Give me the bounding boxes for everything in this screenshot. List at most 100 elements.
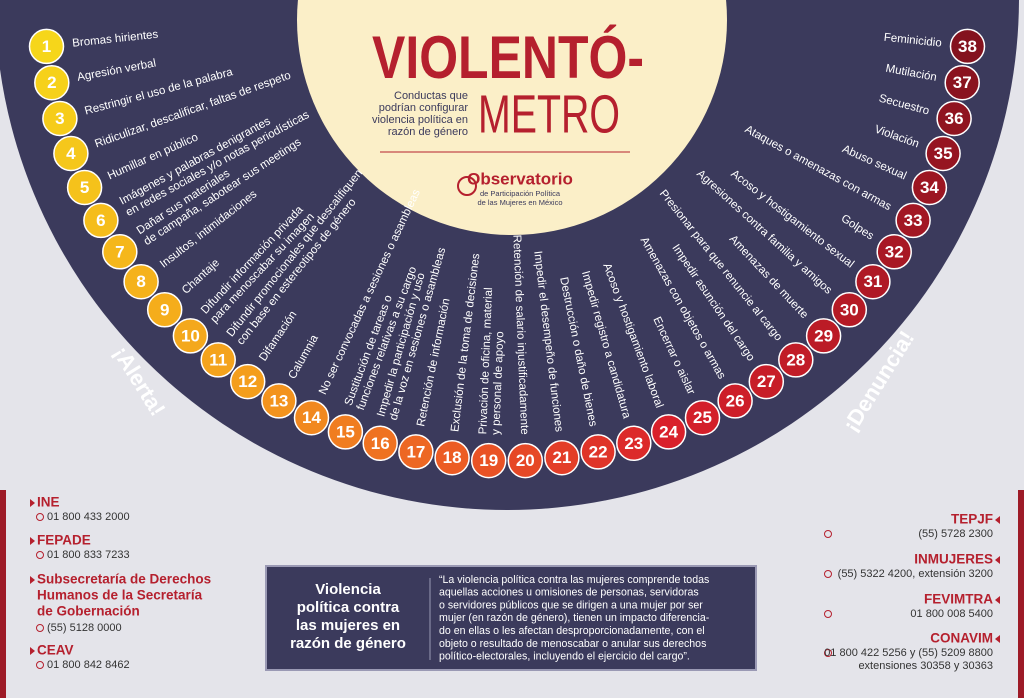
item-number: 9: [160, 300, 169, 319]
item-number: 22: [589, 442, 608, 461]
item-number: 13: [269, 391, 288, 410]
contact-phone: (55) 5322 4200, extensión 3200: [838, 568, 993, 580]
item-circle: [261, 383, 297, 419]
bullet: [995, 635, 1000, 643]
phone-icon: [824, 649, 832, 657]
item-circle: [123, 263, 159, 300]
item-circle: [362, 425, 398, 462]
item-number: 21: [552, 448, 571, 467]
definition-text: objeto o resultado de menoscabar o anula…: [439, 638, 706, 650]
item-circle: [616, 425, 652, 462]
item-number: 23: [624, 434, 643, 453]
item-number: 25: [693, 408, 712, 427]
item-label: Privación de oficina, material: [477, 287, 495, 434]
phone-icon: [824, 610, 832, 618]
item-circle: [293, 399, 330, 436]
item-circle: [172, 318, 209, 354]
item-circle: [66, 169, 103, 206]
item-circle: [855, 263, 891, 300]
item-circle: [949, 28, 986, 65]
item-number: 5: [80, 178, 89, 197]
item-number: 34: [920, 178, 939, 197]
item-circle: [53, 135, 89, 172]
definition-title: las mujeres en: [296, 617, 400, 634]
item-number: 16: [371, 434, 390, 453]
item-number: 37: [953, 73, 972, 92]
contact-phone: (55) 5728 2300: [918, 528, 993, 540]
item-number: 7: [115, 242, 124, 261]
item-number: 8: [136, 272, 145, 291]
item-number: 29: [814, 326, 833, 345]
subtitle: podrían configurar: [379, 102, 469, 114]
item-number: 26: [726, 391, 745, 410]
definition-text: político-electorales, incluyendo el ejer…: [439, 651, 690, 663]
item-number: 20: [516, 451, 535, 470]
item-number: 10: [181, 326, 200, 345]
definition-text: aquellas acciones u omisiones de persona…: [439, 587, 699, 599]
item-circle: [580, 434, 616, 470]
item-number: 31: [863, 272, 882, 291]
item-number: 35: [934, 144, 953, 163]
contact-name: de Gobernación: [37, 604, 140, 619]
item-number: 15: [336, 422, 355, 441]
item-number: 12: [238, 372, 257, 391]
item-circle: [34, 64, 70, 101]
item-number: 6: [96, 211, 105, 230]
item-number: 27: [757, 372, 776, 391]
item-circle: [925, 135, 961, 172]
definition-title: Violencia: [315, 581, 381, 598]
contact-name: CONAVIM: [930, 631, 993, 646]
item-circle: [717, 383, 753, 419]
item-number: 17: [406, 442, 425, 461]
logo-name: Observatorio: [467, 169, 573, 188]
phone-icon: [36, 551, 44, 559]
item-circle: [748, 363, 785, 400]
item-number: 30: [840, 300, 859, 319]
definition-title: razón de género: [290, 635, 406, 652]
item-circle: [805, 318, 842, 354]
logo-subtitle: de las Mujeres en México: [477, 198, 562, 207]
definition-text: “La violencia política contra las mujere…: [439, 574, 709, 586]
item-number: 1: [42, 37, 51, 56]
bullet: [995, 596, 1000, 604]
contact-name: INE: [37, 495, 60, 510]
definition-text: mujer (en razón de género), tienen un im…: [439, 612, 710, 624]
logo-subtitle: de Participación Política: [480, 189, 561, 198]
phone-icon: [36, 513, 44, 521]
contact-phone: 01 800 433 2000: [47, 511, 130, 523]
contact-name: TEPJF: [951, 512, 993, 527]
item-circle: [42, 100, 78, 137]
item-circle: [544, 439, 580, 476]
phone-icon: [824, 570, 832, 578]
item-circle: [200, 342, 236, 378]
item-circle: [876, 234, 912, 270]
contact-phone: 01 800 842 8462: [47, 659, 130, 671]
bullet: [30, 537, 35, 545]
definition-title: política contra: [297, 599, 400, 616]
item-number: 32: [885, 242, 904, 261]
item-circle: [936, 100, 972, 137]
item-circle: [778, 342, 814, 378]
item-circle: [470, 442, 507, 479]
item-number: 38: [958, 37, 977, 56]
item-circle: [911, 169, 948, 206]
item-circle: [434, 439, 470, 476]
phone-icon: [36, 624, 44, 632]
item-circle: [398, 434, 434, 470]
contact-name: Humanos de la Secretaría: [37, 588, 203, 603]
item-number: 14: [302, 408, 321, 427]
item-circle: [327, 414, 364, 450]
item-number: 4: [66, 144, 76, 163]
phone-icon: [36, 661, 44, 669]
contact-phone: 01 800 833 7233: [47, 549, 130, 561]
bullet: [995, 516, 1000, 524]
bullet: [30, 576, 35, 584]
subtitle: violencia política en: [372, 114, 468, 126]
title: VIOLENTÓ-: [372, 24, 644, 91]
contact-phone: 01 800 008 5400: [910, 608, 993, 620]
contact-name: FEPADE: [37, 533, 91, 548]
item-number: 3: [55, 109, 64, 128]
